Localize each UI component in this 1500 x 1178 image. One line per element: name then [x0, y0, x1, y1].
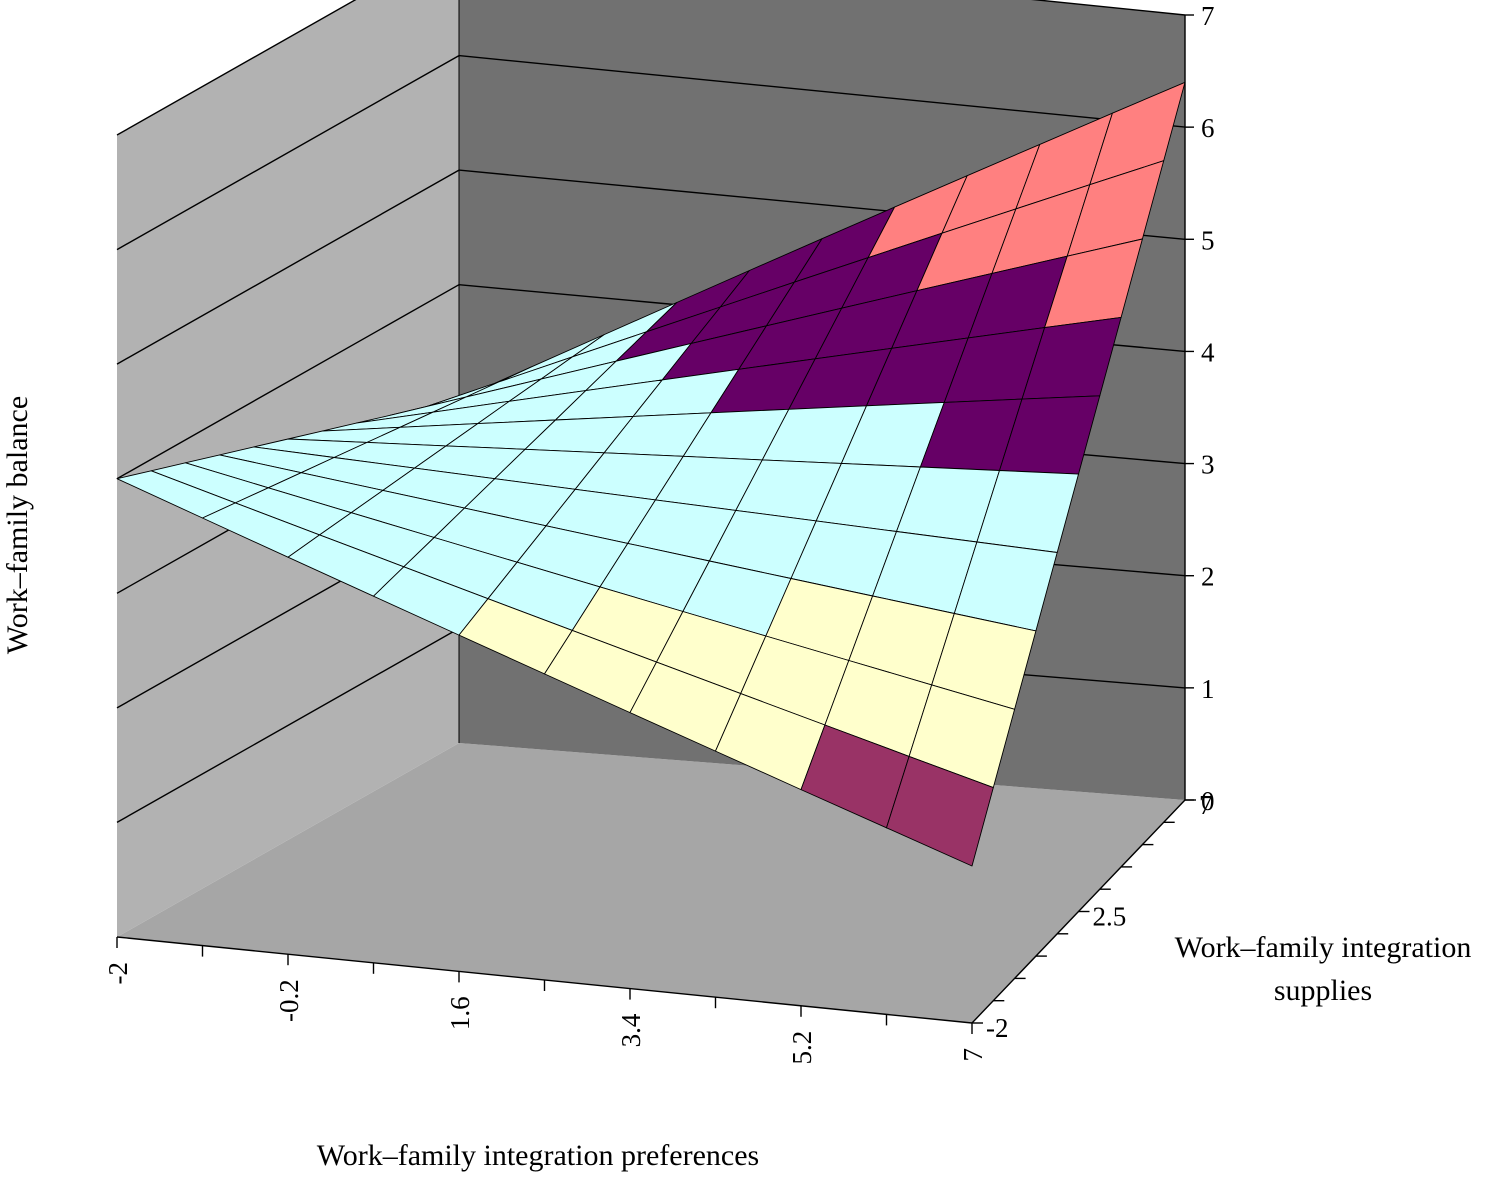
x-tick-label: 7 — [958, 1048, 988, 1062]
x-tick-label: 1.6 — [445, 996, 475, 1030]
surface-cell — [886, 755, 994, 867]
z-tick-label: 2 — [1201, 562, 1215, 592]
z-tick-label: 0 — [1201, 786, 1215, 816]
z-tick-label: 6 — [1201, 113, 1215, 143]
z-tick-label: 5 — [1201, 225, 1215, 255]
y-tick-label: 2.5 — [1093, 902, 1127, 932]
z-axis-title: Work–family balance — [1, 396, 34, 654]
surface-plot — [116, 81, 1186, 867]
y-tick-label: 7 — [1199, 790, 1213, 820]
z-tick-label: 3 — [1201, 450, 1215, 480]
y-axis-title-line1: Work–family integration — [1175, 931, 1472, 964]
x-axis-title: Work–family integration preferences — [317, 1139, 759, 1172]
x-tick-label: -0.2 — [274, 979, 304, 1022]
z-tick-label: 7 — [1201, 1, 1215, 31]
y-axis-title-line2: supplies — [1274, 974, 1372, 1007]
z-tick-label: 4 — [1201, 337, 1215, 367]
x-tick-label: 5.2 — [787, 1031, 817, 1065]
x-tick-label: 3.4 — [616, 1013, 646, 1047]
tick-labels: 0 1 2 3 4 5 6 7 -2 -0.2 1.6 3.4 5.2 7 -2 2.5 7 — [103, 1, 1215, 1065]
x-tick-label: -2 — [103, 962, 133, 985]
chart-axes — [116, 14, 1196, 1034]
z-tick-label: 1 — [1201, 674, 1215, 704]
gridline — [116, 0, 1186, 136]
y-tick-label: -2 — [986, 1013, 1009, 1043]
